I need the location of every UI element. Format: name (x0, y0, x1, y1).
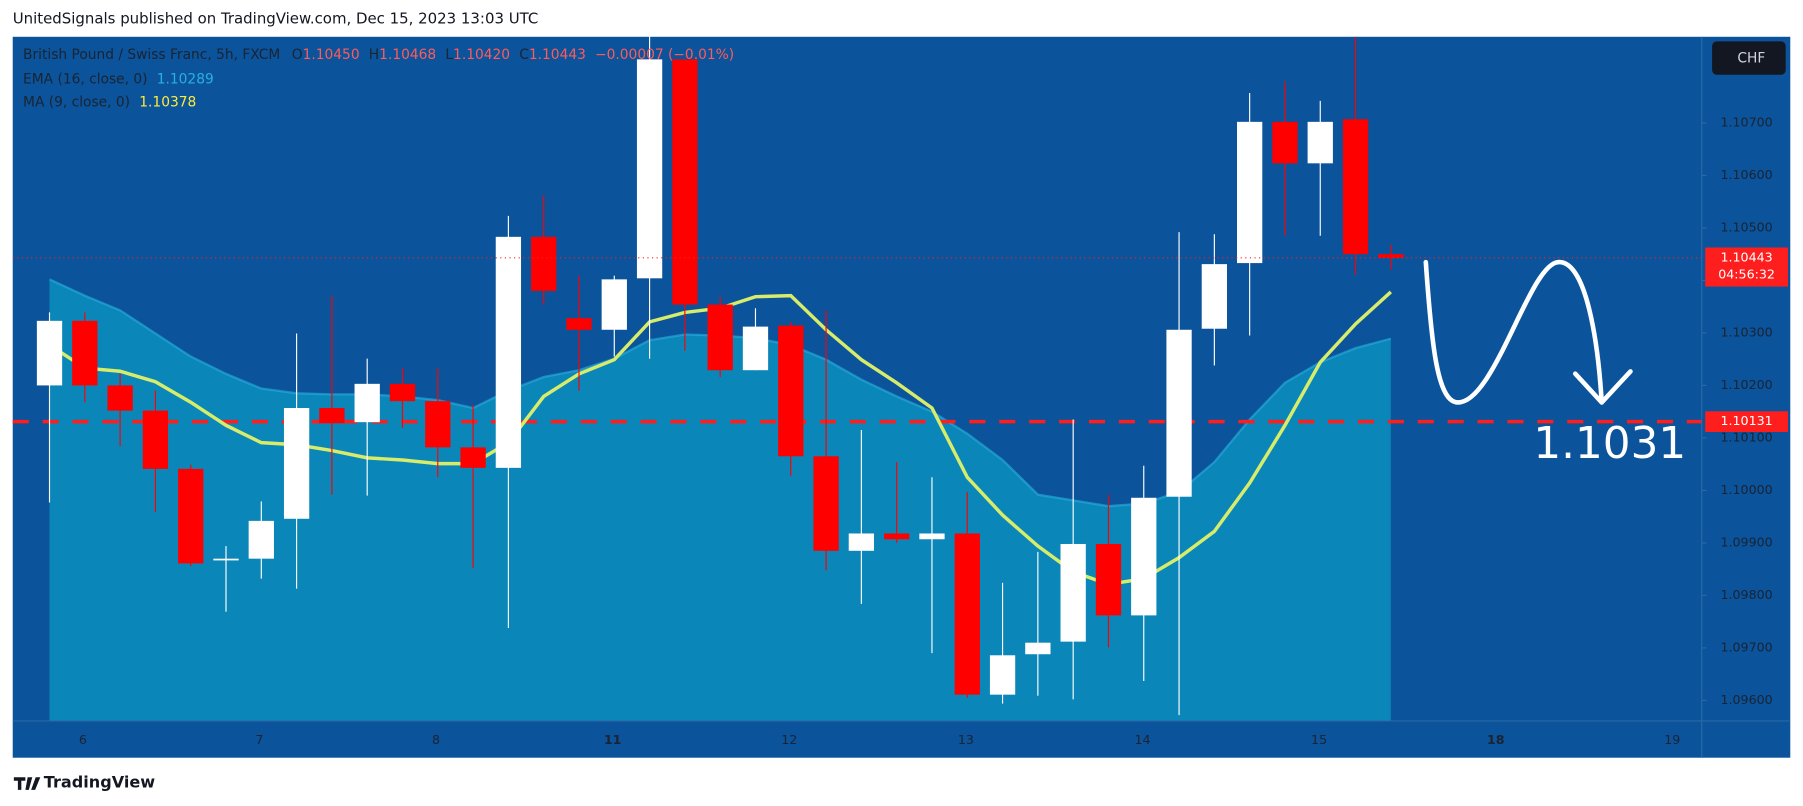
y-tick-label: 1.09800 (1720, 587, 1772, 602)
candle-body (178, 468, 204, 564)
candle-body (531, 236, 557, 291)
brand-logo (13, 777, 41, 790)
y-tick-label: 1.10000 (1720, 482, 1772, 497)
ema-name: EMA (16, close, 0) (23, 71, 147, 87)
candle-body (919, 533, 945, 540)
candle-body (778, 325, 804, 457)
candle-body (283, 407, 310, 519)
candle-body (142, 410, 169, 469)
brand: TradingView (44, 773, 156, 792)
candle-body (248, 520, 274, 559)
candle-body (72, 320, 98, 386)
candle-body (1060, 543, 1086, 642)
l-value: 1.10420 (453, 47, 510, 63)
ma-name: MA (9, close, 0) (23, 94, 130, 110)
x-tick-label: 7 (255, 732, 263, 747)
h-value: 1.10468 (379, 47, 436, 63)
candle-body (954, 533, 980, 695)
ema-area (49, 279, 1391, 721)
o-value: 1.10450 (303, 47, 360, 63)
candle-body (1131, 497, 1157, 616)
candle-body (742, 326, 769, 371)
x-tick-label: 12 (781, 732, 797, 747)
ema-legend: EMA (16, close, 0) 1.10289 (23, 71, 214, 87)
arrow-head (1572, 369, 1633, 405)
candle-body (319, 407, 345, 424)
candle-body (36, 320, 63, 386)
candle-body (213, 558, 239, 561)
x-tick-label: 11 (604, 732, 622, 747)
candle-body (601, 279, 627, 330)
countdown: 04:56:32 (1718, 267, 1775, 282)
symbol: British Pound / Swiss Franc, 5h, FXCM (23, 47, 280, 63)
x-tick-label: 13 (958, 732, 974, 747)
candle-body (1342, 119, 1369, 255)
legend-header: British Pound / Swiss Franc, 5h, FXCM O1.… (23, 47, 734, 63)
candle-body (354, 383, 380, 423)
drawn-arrow (1423, 259, 1605, 405)
x-tick-label: 6 (79, 732, 87, 747)
candle-body (460, 447, 486, 468)
x-tick-label: 14 (1134, 732, 1150, 747)
candle-body (389, 383, 416, 402)
y-tick-label: 1.10100 (1720, 429, 1772, 444)
plot-layer (12, 34, 1702, 721)
candle-body (636, 59, 663, 279)
y-tick-label: 1.09600 (1720, 692, 1772, 707)
currency-button[interactable] (1712, 41, 1786, 75)
candle-body (1201, 264, 1228, 329)
annotation: 1.1031 (1533, 418, 1686, 469)
price-tag (1705, 247, 1788, 287)
level-tag-label: 1.10131 (1720, 413, 1772, 428)
candle-body (1307, 121, 1333, 164)
candle-body (107, 385, 133, 411)
candle-body (566, 318, 592, 330)
published-note: UnitedSignals published on TradingView.c… (13, 10, 539, 28)
candle-body (1378, 254, 1404, 258)
h-label: H (369, 47, 379, 63)
ma-value: 1.10378 (139, 94, 196, 110)
candle-body (425, 401, 451, 448)
y-tick-label: 1.10200 (1720, 377, 1772, 392)
y-tick-label: 1.10300 (1720, 324, 1772, 339)
candle-body (989, 655, 1016, 695)
x-tick-label: 15 (1311, 732, 1327, 747)
o-label: O (292, 47, 303, 63)
c-value: 1.10443 (529, 47, 586, 63)
level-tag (1705, 411, 1788, 432)
candle-body (1272, 121, 1298, 164)
candle-body (495, 236, 522, 468)
y-tick-label: 1.10600 (1720, 167, 1772, 182)
y-tick-label: 1.10700 (1720, 114, 1772, 129)
candle-body (707, 304, 733, 371)
ma-legend: MA (9, close, 0) 1.10378 (23, 94, 196, 110)
candle-body (672, 59, 698, 305)
y-tick-label: 1.09900 (1720, 534, 1772, 549)
price-tag-label: 1.10443 (1720, 249, 1772, 264)
c-label: C (519, 47, 529, 63)
candle-body (1095, 543, 1122, 616)
y-tick-label: 1.09700 (1720, 639, 1772, 654)
change: −0.00007 (−0.01%) (595, 47, 734, 63)
candle-body (1166, 329, 1192, 497)
y-tick-label: 1.10500 (1720, 219, 1772, 234)
candle-body (884, 533, 910, 540)
l-label: L (445, 47, 453, 63)
candle-body (813, 456, 839, 551)
x-tick-label: 18 (1487, 732, 1505, 747)
currency: CHF (1737, 51, 1765, 67)
ema-value: 1.10289 (157, 71, 214, 87)
candle-body (1237, 121, 1263, 264)
x-tick-label: 19 (1664, 732, 1680, 747)
candle-body (848, 533, 875, 551)
candle-body (1025, 642, 1051, 655)
x-tick-label: 8 (432, 732, 440, 747)
